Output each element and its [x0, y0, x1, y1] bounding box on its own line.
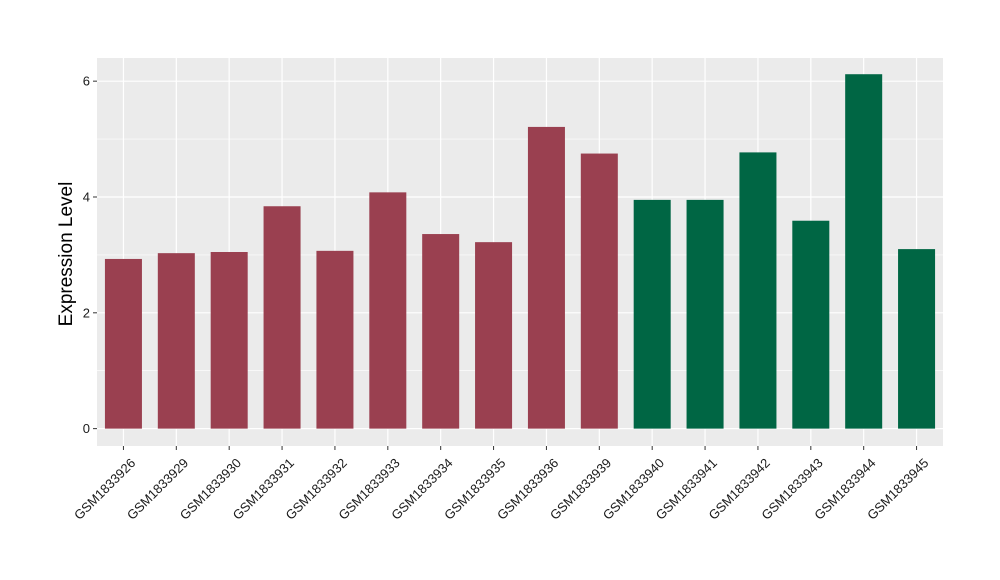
bar-GSM1833941	[686, 199, 724, 429]
bar-GSM1833944	[845, 74, 883, 429]
bar-GSM1833936	[527, 126, 565, 429]
bar-GSM1833933	[369, 192, 407, 429]
bar-GSM1833929	[157, 253, 195, 429]
y-tick-label: 2	[83, 305, 90, 320]
bar-GSM1833926	[104, 258, 142, 429]
bar-GSM1833940	[633, 199, 671, 429]
x-axis: GSM1833926GSM1833929GSM1833930GSM1833931…	[71, 446, 931, 523]
y-tick-label: 6	[83, 74, 90, 89]
bars	[104, 74, 936, 429]
bar-GSM1833935	[475, 242, 513, 429]
bar-GSM1833942	[739, 152, 777, 429]
y-axis-title: Expression Level	[56, 182, 77, 327]
y-axis: 0 2 4 6	[83, 74, 97, 436]
bar-GSM1833939	[580, 153, 618, 429]
y-tick-label: 4	[83, 189, 90, 204]
bar-GSM1833930	[210, 252, 248, 429]
bar-GSM1833934	[422, 234, 460, 429]
y-tick-label: 0	[83, 421, 90, 436]
bar-GSM1833932	[316, 250, 354, 429]
bar-GSM1833943	[792, 220, 830, 429]
bar-GSM1833945	[898, 249, 936, 429]
bar-GSM1833931	[263, 206, 301, 429]
